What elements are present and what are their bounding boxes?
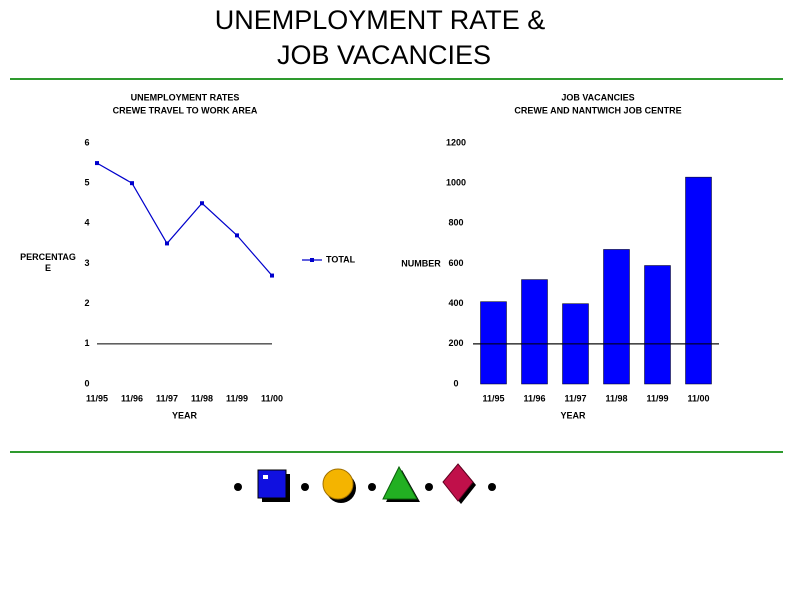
y-tick-label: 2 (84, 298, 89, 308)
bar (644, 265, 671, 385)
y-tick-label: 800 (448, 218, 463, 228)
x-tick-label: 11/00 (261, 393, 283, 403)
x-tick-label: 11/97 (564, 393, 586, 403)
bar (603, 249, 630, 385)
y-tick-label: 600 (448, 258, 463, 268)
x-tick-label: 11/00 (687, 393, 709, 403)
marker (95, 161, 99, 166)
bar (521, 279, 548, 385)
y-tick-label: 1000 (446, 178, 466, 188)
y-tick-label: 1 (84, 338, 89, 348)
x-tick-label: 11/99 (646, 393, 668, 403)
marker (235, 233, 239, 238)
y-tick-label: 1200 (446, 137, 466, 147)
x-tick-label: 11/96 (523, 393, 545, 403)
y-tick-label: 400 (448, 298, 463, 308)
x-tick-label: 11/99 (226, 393, 248, 403)
y-tick-label: 0 (453, 378, 458, 388)
marker (200, 201, 204, 206)
marker (165, 241, 169, 246)
x-tick-label: 11/98 (605, 393, 627, 403)
x-tick-label: 11/98 (191, 393, 213, 403)
marker (130, 181, 134, 186)
chart-title: JOB VACANCIES (561, 92, 634, 102)
legend-label: TOTAL (326, 254, 356, 264)
y-tick-label: 5 (84, 178, 89, 188)
x-tick-label: 11/96 (121, 393, 143, 403)
y-axis-label: PERCENTAGE (20, 252, 76, 273)
bar (685, 176, 712, 385)
chart-subtitle: CREWE TRAVEL TO WORK AREA (113, 105, 258, 115)
y-axis-label: NUMBER (401, 258, 441, 268)
y-tick-label: 3 (84, 258, 89, 268)
x-tick-label: 11/95 (482, 393, 504, 403)
line (96, 162, 273, 276)
bar (480, 301, 507, 385)
x-tick-label: 11/95 (86, 393, 108, 403)
chart-title: UNEMPLOYMENT RATES (131, 92, 240, 102)
y-tick-label: 200 (448, 338, 463, 348)
y-tick-label: 6 (84, 137, 89, 147)
slide-title: JOB VACANCIES (277, 40, 491, 70)
decoration (234, 463, 496, 504)
legend-marker (310, 258, 314, 262)
x-axis-label: YEAR (560, 410, 586, 420)
chart-subtitle: CREWE AND NANTWICH JOB CENTRE (514, 105, 681, 115)
marker (270, 273, 274, 278)
y-tick-label: 4 (84, 218, 89, 228)
x-tick-label: 11/97 (156, 393, 178, 403)
slide-title: UNEMPLOYMENT RATE & (215, 5, 546, 35)
x-axis-label: YEAR (172, 410, 198, 420)
y-tick-label: 0 (84, 378, 89, 388)
